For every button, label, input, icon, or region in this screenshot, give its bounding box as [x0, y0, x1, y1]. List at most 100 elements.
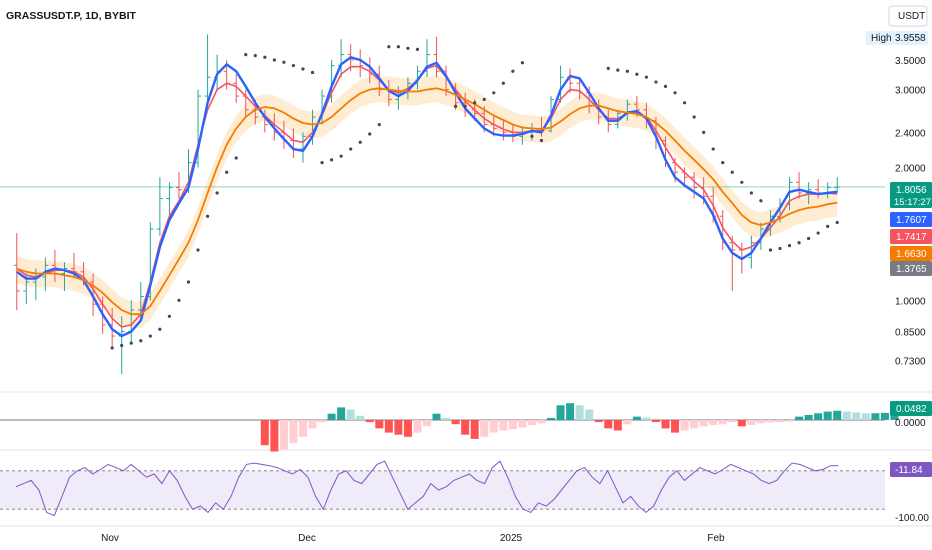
histogram-bar [365, 420, 374, 423]
histogram-bar [298, 420, 307, 437]
sar-dot [682, 101, 687, 105]
chart-title: GRASSUSDT.P, 1D, BYBIT [6, 10, 137, 22]
sar-dot [826, 224, 830, 229]
histogram-zero-label: 0.0000 [895, 418, 926, 429]
sar-dot [167, 314, 172, 318]
sar-dot [702, 130, 706, 134]
sar-dot [244, 52, 248, 57]
histogram-bar [470, 420, 479, 439]
histogram-bar [270, 420, 279, 452]
sar-dot [129, 341, 133, 345]
sar-dot [196, 248, 200, 252]
histogram-bar [566, 403, 575, 420]
sar-dot [759, 199, 763, 203]
histogram-bar [823, 411, 832, 420]
histogram-bar [260, 420, 269, 446]
histogram-bar [508, 420, 517, 430]
sar-dot [158, 327, 162, 331]
histogram-value-text: 0.0482 [896, 404, 927, 415]
sar-dot [301, 67, 305, 71]
oscillator-band [0, 470, 885, 510]
histogram-bar [432, 413, 441, 420]
histogram-bar [785, 420, 794, 422]
histogram-bar [403, 420, 412, 437]
sar-dot [797, 241, 801, 245]
price-tick-label: 2.4000 [895, 128, 926, 139]
sar-dot [215, 191, 219, 195]
histogram-bar [575, 405, 584, 420]
histogram-bar [585, 409, 594, 420]
oscillator-line [15, 460, 839, 517]
histogram-bar [527, 420, 536, 426]
sar-dot [778, 246, 782, 251]
price-axis: 3.5000 3.0000 2.4000 2.0000 1.0000 0.8500 0.73… [866, 31, 932, 524]
sar-dot [673, 91, 677, 95]
histogram-bar [871, 413, 880, 420]
sar-dot [120, 343, 124, 348]
high-value: 3.9558 [895, 33, 926, 44]
sar-dot [225, 170, 229, 174]
histogram-bar [461, 420, 470, 435]
price-badge-text-pink-line: 1.7417 [896, 232, 927, 243]
price-tick-label: 0.8500 [895, 327, 926, 338]
histogram-bar [422, 420, 432, 427]
sar-dot [406, 46, 410, 50]
sar-dot [139, 339, 143, 343]
sar-dot [291, 63, 296, 68]
pink-series-line [16, 64, 838, 328]
sar-dot [501, 81, 505, 85]
histogram-bar [842, 411, 851, 420]
histogram-bar [604, 420, 613, 429]
histogram-bar [861, 413, 870, 420]
histogram-bar [642, 417, 651, 420]
time-axis: Nov Dec 2025 Feb [101, 533, 725, 544]
histogram-bar [833, 410, 842, 420]
sar-dot [787, 243, 792, 248]
sar-dot [530, 134, 534, 139]
sar-dot [816, 231, 820, 235]
sar-dot [377, 122, 381, 127]
sar-dot [186, 280, 191, 284]
time-axis-label: Dec [298, 533, 316, 544]
price-tick-label: 2.0000 [895, 163, 926, 174]
sar-dot [454, 104, 458, 108]
price-badge-last-price [890, 182, 932, 208]
price-pane [0, 34, 932, 527]
price-badge-text-sar: 1.3765 [896, 264, 927, 275]
oscillator-value-text: -11.84 [895, 465, 923, 476]
sar-dot [415, 47, 420, 51]
histogram-bar [442, 417, 451, 420]
sar-dot [492, 91, 496, 95]
sar-dot [721, 161, 725, 165]
histogram-bar [651, 420, 660, 423]
high-label-bg [866, 31, 928, 45]
histogram-bar [671, 420, 680, 433]
sar-dot [310, 70, 315, 75]
price-tick-label: 3.0000 [895, 86, 926, 97]
price-tick-label: 1.0000 [895, 296, 926, 307]
histogram-bar [737, 420, 746, 427]
histogram-bar [880, 412, 889, 420]
histogram-bar [384, 420, 393, 433]
histogram-bar [489, 420, 498, 433]
ma-band-area [16, 75, 838, 329]
currency-box[interactable] [888, 5, 928, 27]
sar-dot [807, 236, 811, 241]
histogram-bar [499, 420, 508, 431]
price-badge-sar [890, 261, 932, 276]
sar-dot [606, 66, 610, 70]
histogram-bar [480, 420, 489, 437]
sar-dot [339, 154, 343, 158]
histogram-bar [375, 420, 384, 429]
sar-dot [482, 97, 486, 102]
sar-dot [625, 69, 629, 73]
sar-dot [730, 170, 734, 174]
histogram-bar [632, 416, 641, 420]
histogram-bar [766, 420, 775, 423]
orange-series-line [16, 87, 838, 316]
histogram-bar [699, 420, 708, 427]
sar-dot [711, 147, 715, 151]
blue-series-line [16, 56, 838, 338]
sar-dot [358, 140, 362, 144]
